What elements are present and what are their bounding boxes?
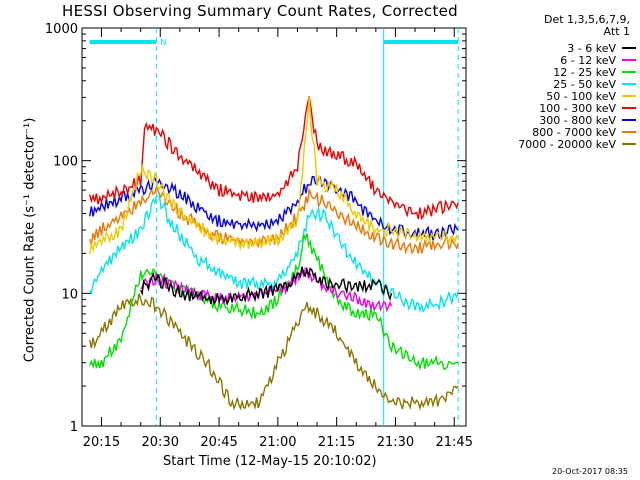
legend-swatch bbox=[622, 59, 636, 61]
legend-label: 3 - 6 keV bbox=[567, 41, 616, 55]
x-tick-label: 21:45 bbox=[436, 435, 473, 450]
x-tick-label: 21:15 bbox=[318, 435, 355, 450]
x-axis: 20:15 20:30 20:45 21:00 21:15 21:30 21:45 bbox=[83, 28, 473, 450]
chart-title: HESSI Observing Summary Count Rates, Cor… bbox=[62, 2, 458, 20]
x-tick-label: 20:30 bbox=[142, 435, 179, 450]
series-line-7000-20000-kev bbox=[89, 293, 459, 411]
legend-header: Det 1,3,5,6,7,9, Att 1 bbox=[544, 14, 630, 38]
x-axis-label: Start Time (12-May-15 20:10:02) bbox=[163, 454, 377, 469]
legend-item: 6 - 12 keV bbox=[480, 53, 636, 67]
series-line-25-50-kev bbox=[89, 195, 459, 314]
legend-label: 50 - 100 keV bbox=[546, 89, 616, 103]
y-tick-label: 1000 bbox=[45, 22, 78, 37]
legend-swatch bbox=[622, 83, 636, 85]
legend-item: 800 - 7000 keV bbox=[480, 125, 636, 139]
legend-label: 25 - 50 keV bbox=[553, 77, 616, 91]
legend-item: 7000 - 20000 keV bbox=[480, 137, 636, 151]
x-tick-label: 21:00 bbox=[259, 435, 296, 450]
y-tick-label: 10 bbox=[61, 287, 78, 302]
y-tick-label: 100 bbox=[53, 155, 78, 170]
legend-label: 12 - 25 keV bbox=[553, 65, 616, 79]
legend-header-line-1: Det 1,3,5,6,7,9, bbox=[543, 13, 630, 26]
legend-header-line-2: Att 1 bbox=[603, 25, 630, 38]
legend-item: 3 - 6 keV bbox=[480, 41, 636, 55]
legend-swatch bbox=[622, 95, 636, 97]
y-tick-label: 1 bbox=[70, 420, 78, 435]
series-line-3-6-kev bbox=[140, 266, 393, 307]
series-line-12-25-kev bbox=[89, 233, 459, 371]
plot-frame bbox=[81, 27, 467, 427]
legend-item: 50 - 100 keV bbox=[480, 89, 636, 103]
legend-swatch bbox=[622, 71, 636, 73]
series-line-6-12-kev bbox=[140, 267, 393, 313]
legend-label: 100 - 300 keV bbox=[539, 101, 616, 115]
legend-label: 6 - 12 keV bbox=[560, 53, 616, 67]
series-group bbox=[89, 96, 459, 411]
legend: 3 - 6 keV 6 - 12 keV 12 - 25 keV 25 - 50 ke… bbox=[480, 41, 636, 151]
legend-swatch bbox=[622, 47, 636, 49]
marker-n-label: N bbox=[160, 38, 166, 47]
legend-item: 300 - 800 keV bbox=[480, 113, 636, 127]
legend-label: 800 - 7000 keV bbox=[532, 125, 616, 139]
series-line-50-100-kev bbox=[89, 96, 459, 255]
y-axis-label: Corrected Count Rate (s⁻¹ detector⁻¹) bbox=[22, 117, 38, 363]
x-tick-label: 21:30 bbox=[377, 435, 414, 450]
x-tick-label: 20:45 bbox=[200, 435, 237, 450]
footer-timestamp: 20-Oct-2017 08:35 bbox=[552, 467, 628, 476]
legend-label: 7000 - 20000 keV bbox=[518, 137, 616, 151]
legend-swatch bbox=[622, 107, 636, 109]
legend-swatch bbox=[622, 131, 636, 133]
legend-swatch bbox=[622, 119, 636, 121]
legend-label: 300 - 800 keV bbox=[539, 113, 616, 127]
series-line-100-300-kev bbox=[89, 96, 459, 221]
legend-swatch bbox=[622, 143, 636, 145]
y-axis: 1 10 100 1000 bbox=[45, 22, 466, 435]
x-tick-label: 20:15 bbox=[83, 435, 120, 450]
legend-item: 12 - 25 keV bbox=[480, 65, 636, 79]
legend-item: 25 - 50 keV bbox=[480, 77, 636, 91]
legend-item: 100 - 300 keV bbox=[480, 101, 636, 115]
